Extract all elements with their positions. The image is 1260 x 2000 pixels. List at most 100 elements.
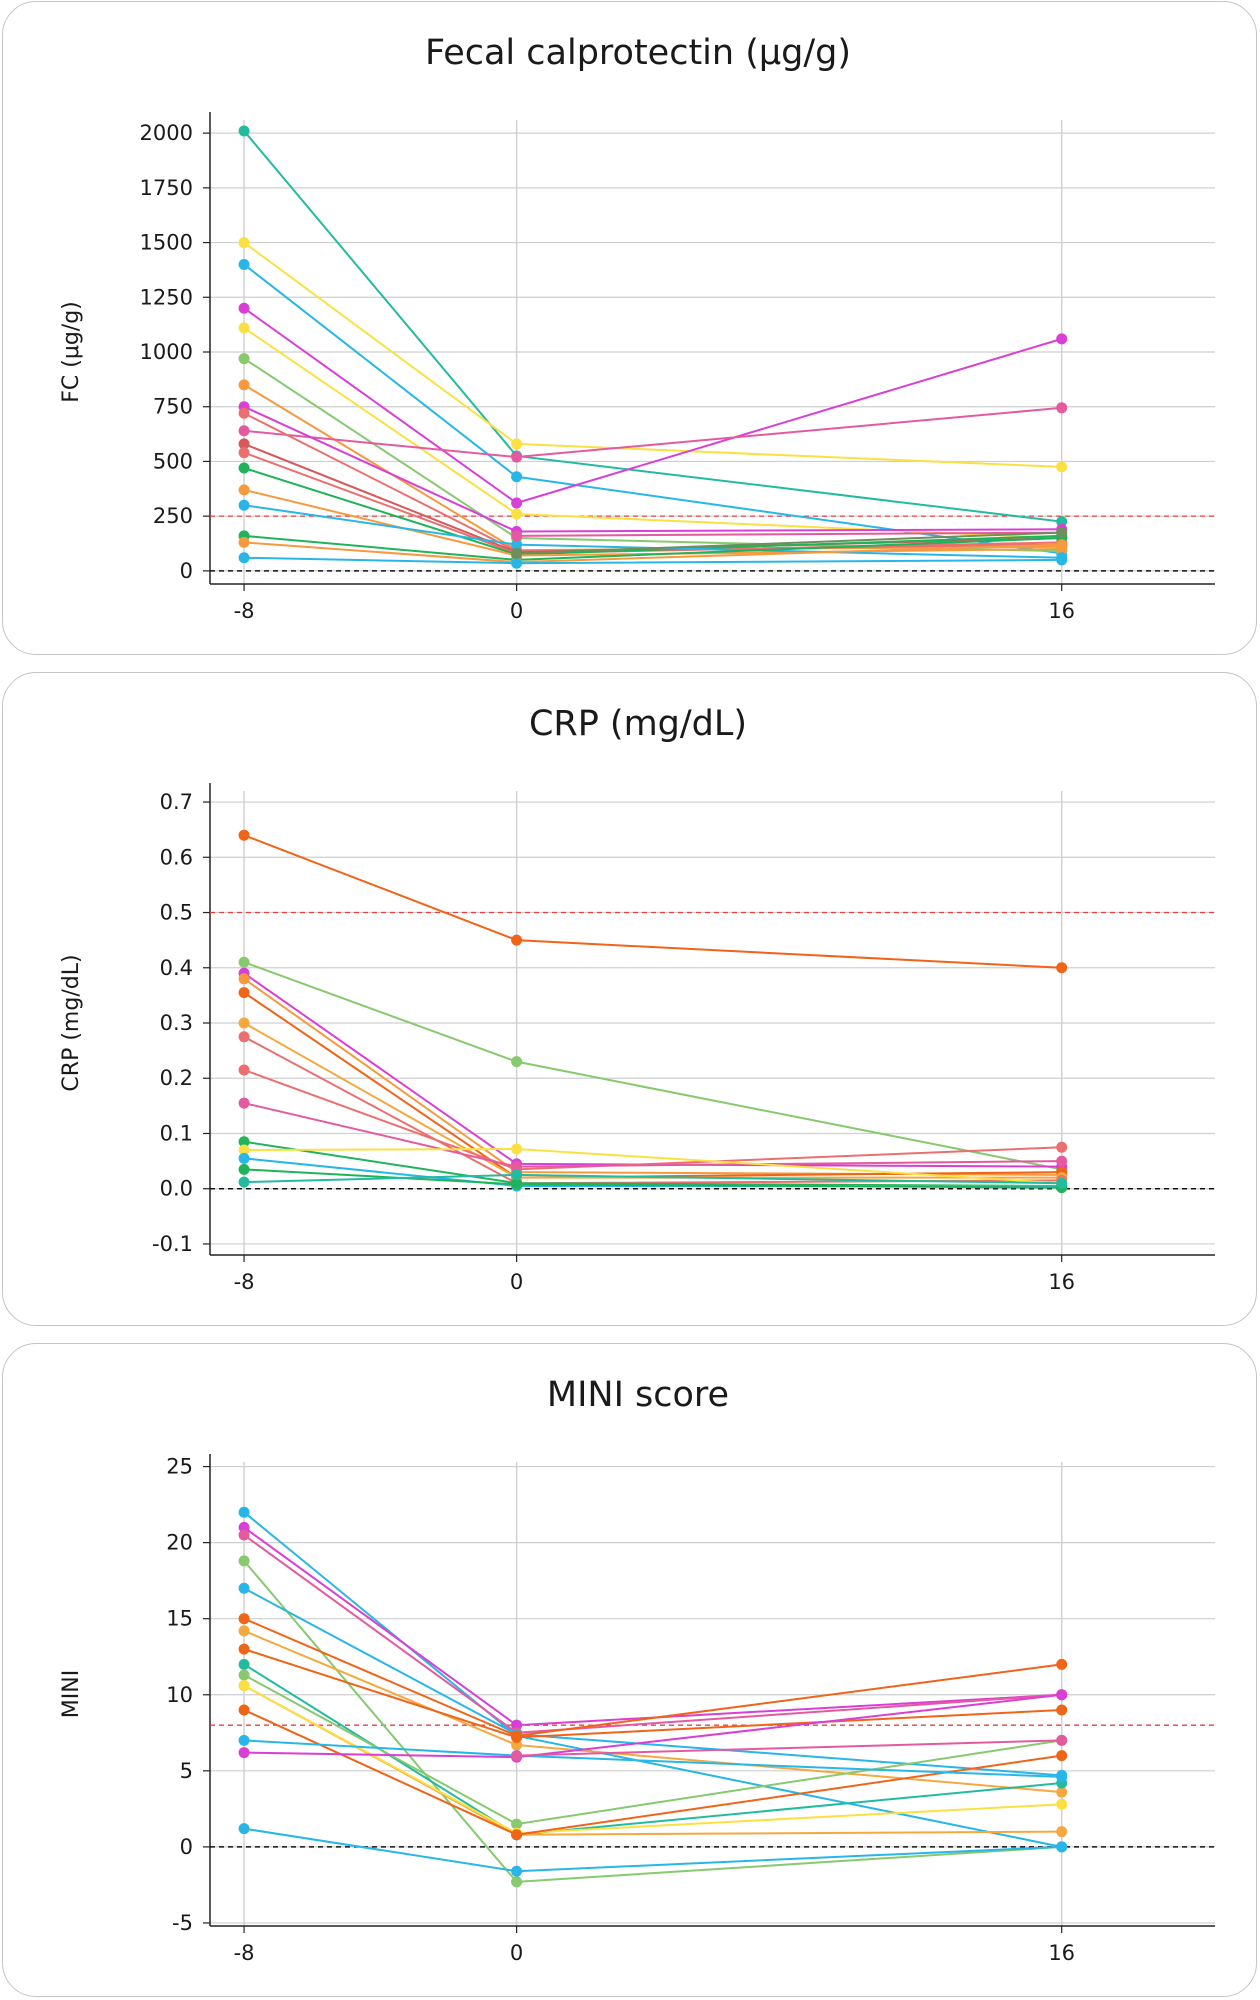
crp-series-2 — [238, 967, 1068, 1173]
fc-data-point — [1056, 527, 1068, 539]
crp-data-point — [238, 987, 250, 999]
crp-series-8 — [238, 1097, 1068, 1173]
crp-y-tick-label: 0.6 — [160, 845, 193, 869]
fc-y-tick-label: 750 — [153, 395, 193, 419]
fc-data-point — [238, 438, 250, 450]
crp-series-1 — [238, 956, 1068, 1175]
crp-series-line — [243, 972, 1062, 1168]
crp-data-point — [238, 1152, 250, 1164]
crp-y-tick-label: 0.1 — [160, 1121, 193, 1145]
fc-y-tick-label: 1250 — [140, 285, 193, 309]
fc-data-point — [1056, 539, 1068, 551]
crp-data-point — [238, 973, 250, 985]
fc-x-tick-label: 16 — [1048, 599, 1075, 623]
mini-series-5 — [238, 1613, 1068, 1742]
fc-data-point — [238, 462, 250, 474]
mini-title: MINI score — [547, 1375, 729, 1415]
fc-data-point — [511, 471, 523, 483]
crp-series-13 — [238, 1169, 1068, 1189]
mini-x-tick-label: 16 — [1048, 1941, 1075, 1965]
crp-data-point — [238, 1144, 250, 1156]
mini-data-point — [511, 1731, 523, 1743]
crp-data-point — [1056, 962, 1068, 974]
mini-data-point — [511, 1829, 523, 1841]
mini-data-point — [511, 1739, 523, 1751]
fc-data-point — [238, 322, 250, 334]
fc-series-line — [243, 263, 1062, 555]
fc-series-19 — [511, 527, 1068, 559]
mini-y-axis-label: MINI — [59, 1670, 84, 1718]
fc-series-3 — [238, 302, 1068, 509]
fc-data-point — [238, 536, 250, 548]
mini-data-point — [238, 1625, 250, 1637]
fc-data-point — [511, 547, 523, 559]
fc-data-point — [511, 508, 523, 520]
mini-y-tick-label: 15 — [166, 1607, 193, 1631]
fc-data-point — [1056, 554, 1068, 566]
mini-chart: MINI score MINI -5 0 5 10 15 20 25 -8 0 16 — [59, 1375, 1215, 1965]
mini-series-line — [243, 1526, 1062, 1727]
mini-x-tick-label: 0 — [510, 1941, 523, 1965]
crp-y-tick-label: 0.5 — [160, 901, 193, 925]
mini-data-point — [238, 1658, 250, 1670]
fc-series-line — [516, 531, 1062, 537]
mini-x-tick-label: -8 — [234, 1941, 255, 1965]
fc-series-line — [243, 405, 1062, 533]
crp-data-point — [511, 1178, 523, 1190]
fc-y-axis-label: FC (μg/g) — [59, 301, 84, 403]
crp-series-line — [243, 1069, 1062, 1171]
mini-chart-panel: MINI score MINI -5 0 5 10 15 20 25 -8 0 16 — [2, 1343, 1257, 1997]
fc-chart: Fecal calprotectin (μg/g) FC (μg/g) 0 250 50… — [59, 33, 1215, 623]
crp-y-axis-label: CRP (mg/dL) — [59, 954, 84, 1091]
crp-data-point — [238, 1097, 250, 1109]
fc-series-line — [243, 307, 1062, 505]
crp-x-tick-label: 0 — [510, 1270, 523, 1294]
fc-data-point — [1056, 402, 1068, 414]
mini-data-point — [238, 1734, 250, 1746]
crp-data-point — [238, 1136, 250, 1148]
fc-y-tick-label: 500 — [153, 449, 193, 473]
fc-y-tick-label: 2000 — [140, 121, 193, 145]
mini-data-point — [238, 1704, 250, 1716]
crp-x-tick-label: 16 — [1048, 1270, 1075, 1294]
fc-x-tick-label: -8 — [234, 599, 255, 623]
fc-data-point — [511, 539, 523, 551]
crp-y-tick-label: 0.2 — [160, 1066, 193, 1090]
crp-data-point — [511, 1143, 523, 1155]
mini-data-point — [238, 1643, 250, 1655]
crp-data-point — [238, 1176, 250, 1188]
mini-y-tick-label: 20 — [166, 1531, 193, 1555]
mini-data-point — [1056, 1786, 1068, 1798]
fc-series-line — [243, 383, 1062, 552]
mini-data-point — [238, 1613, 250, 1625]
mini-data-point — [1056, 1771, 1068, 1783]
mini-series-line — [243, 1663, 1062, 1836]
crp-data-point — [511, 934, 523, 946]
fc-data-point — [238, 379, 250, 391]
mini-data-point — [1056, 1798, 1068, 1810]
crp-data-point — [238, 1163, 250, 1175]
fc-series-17 — [238, 552, 1068, 569]
fc-data-point — [511, 497, 523, 509]
mini-data-point — [511, 1818, 523, 1830]
mini-data-point — [238, 1529, 250, 1541]
fc-data-point — [238, 302, 250, 314]
mini-data-point — [238, 1555, 250, 1567]
mini-y-tick-label: 25 — [166, 1455, 193, 1479]
fc-y-tick-label: 1750 — [140, 176, 193, 200]
fc-data-point — [238, 258, 250, 270]
mini-data-point — [238, 1521, 250, 1533]
fc-chart-panel: Fecal calprotectin (μg/g) FC (μg/g) 0 250 50… — [2, 1, 1257, 655]
mini-data-point — [511, 1750, 523, 1762]
fc-y-tick-label: 1500 — [140, 231, 193, 255]
crp-data-point — [238, 1031, 250, 1043]
mini-data-point — [238, 1506, 250, 1518]
fc-y-tick-label: 0 — [180, 559, 193, 583]
crp-series-line — [243, 834, 1062, 969]
mini-data-point — [238, 1582, 250, 1594]
mini-series-line — [516, 1739, 1062, 1757]
fc-series-0 — [238, 125, 1068, 528]
mini-series-line — [243, 1617, 1062, 1737]
fc-title: Fecal calprotectin (μg/g) — [425, 33, 851, 73]
mini-data-point — [238, 1823, 250, 1835]
